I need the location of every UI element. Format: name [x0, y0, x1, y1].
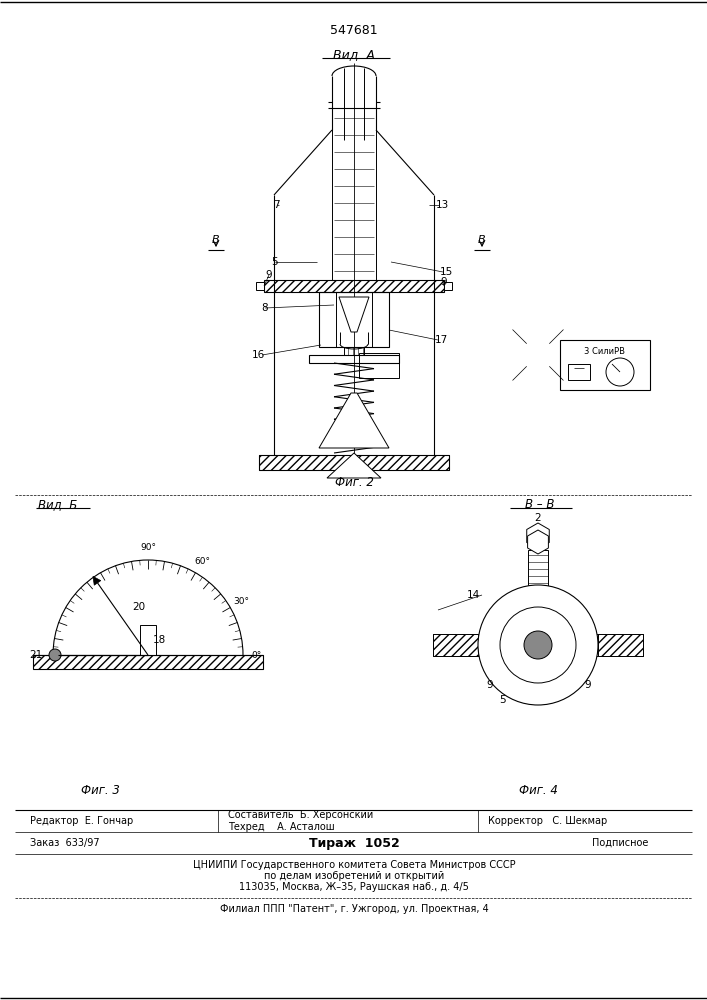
- Bar: [528, 550, 548, 590]
- Text: 18: 18: [153, 635, 166, 645]
- Polygon shape: [319, 393, 389, 448]
- Text: 8: 8: [262, 303, 268, 313]
- Text: 2: 2: [534, 513, 542, 523]
- Text: 14: 14: [467, 590, 480, 600]
- Text: В: В: [212, 235, 220, 245]
- Polygon shape: [327, 453, 381, 478]
- Text: Подписное: Подписное: [592, 838, 648, 848]
- Bar: [568, 364, 590, 380]
- Text: 0°: 0°: [251, 650, 261, 660]
- Bar: [319, 292, 389, 347]
- Text: Составитель  Б. Херсонский: Составитель Б. Херсонский: [228, 810, 373, 820]
- Text: 15: 15: [440, 267, 453, 277]
- Text: 20: 20: [133, 602, 146, 612]
- Polygon shape: [93, 576, 101, 585]
- Text: Фиг. 4: Фиг. 4: [518, 784, 557, 796]
- Text: 9: 9: [440, 277, 447, 287]
- Text: 9: 9: [585, 680, 591, 690]
- Text: Корректор   С. Шекмар: Корректор С. Шекмар: [488, 816, 607, 826]
- Text: 9: 9: [486, 680, 493, 690]
- Text: 9: 9: [265, 270, 272, 280]
- Text: Техред    А. Асталош: Техред А. Асталош: [228, 822, 334, 832]
- Text: 30°: 30°: [233, 596, 250, 605]
- Bar: [336, 292, 372, 347]
- Text: Тираж  1052: Тираж 1052: [309, 836, 399, 850]
- Bar: [259, 455, 449, 470]
- Circle shape: [606, 358, 634, 386]
- Bar: [433, 634, 463, 656]
- Text: 90°: 90°: [140, 542, 156, 552]
- Text: Редактор  Е. Гончар: Редактор Е. Гончар: [30, 816, 133, 826]
- Text: 16: 16: [252, 350, 265, 360]
- Bar: [444, 282, 452, 290]
- Bar: [359, 353, 399, 378]
- Text: В – В: В – В: [525, 498, 555, 512]
- Text: 60°: 60°: [194, 557, 210, 566]
- Polygon shape: [339, 297, 369, 332]
- Text: В: В: [478, 235, 486, 245]
- Text: Заказ  633/97: Заказ 633/97: [30, 838, 100, 848]
- Text: Филиал ППП "Патент", г. Ужгород, ул. Проектная, 4: Филиал ППП "Патент", г. Ужгород, ул. Про…: [220, 904, 489, 914]
- Polygon shape: [527, 523, 549, 549]
- Text: 21: 21: [30, 650, 43, 660]
- Text: Фиг. 3: Фиг. 3: [81, 784, 119, 796]
- Bar: [140, 625, 156, 655]
- Bar: [598, 634, 643, 656]
- Text: Вид  А: Вид А: [333, 48, 375, 62]
- Text: 5: 5: [500, 695, 506, 705]
- Bar: [613, 634, 643, 656]
- Text: ЦНИИПИ Государственного комитета Совета Министров СССР: ЦНИИПИ Государственного комитета Совета …: [193, 860, 515, 870]
- Text: 13: 13: [436, 200, 449, 210]
- Bar: [433, 634, 643, 656]
- Text: Фиг. 2: Фиг. 2: [334, 476, 373, 488]
- Text: Вид  Б: Вид Б: [38, 498, 77, 512]
- Bar: [256, 282, 264, 290]
- Circle shape: [524, 631, 552, 659]
- Circle shape: [49, 649, 61, 661]
- Bar: [33, 655, 263, 669]
- Bar: [560, 340, 650, 390]
- Text: 17: 17: [435, 335, 448, 345]
- Text: по делам изобретений и открытий: по делам изобретений и открытий: [264, 871, 444, 881]
- Text: 547681: 547681: [330, 23, 378, 36]
- Bar: [433, 634, 478, 656]
- Bar: [344, 347, 364, 355]
- Polygon shape: [527, 530, 549, 554]
- Text: 3 СилиРВ: 3 СилиРВ: [585, 348, 626, 357]
- Text: 7: 7: [274, 200, 280, 210]
- Circle shape: [500, 607, 576, 683]
- Text: 113035, Москва, Ж–35, Раушская наб., д. 4/5: 113035, Москва, Ж–35, Раушская наб., д. …: [239, 882, 469, 892]
- Circle shape: [478, 585, 598, 705]
- Bar: [264, 280, 444, 292]
- Bar: [309, 355, 399, 363]
- Text: 5: 5: [271, 257, 278, 267]
